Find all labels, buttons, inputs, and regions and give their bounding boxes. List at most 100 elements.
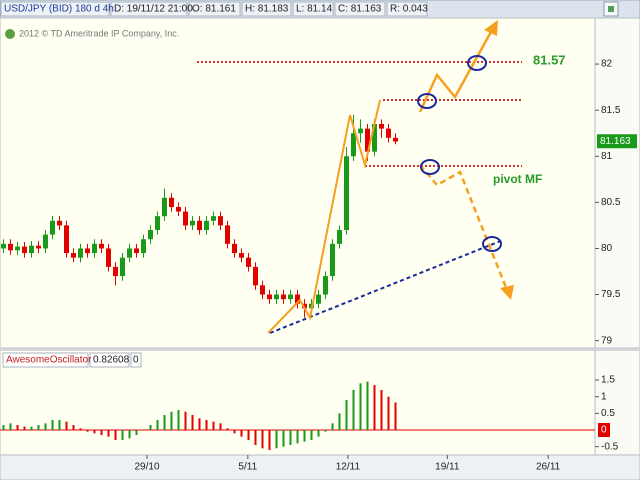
y-tick-label: 81 bbox=[601, 151, 613, 162]
candle-body bbox=[29, 245, 34, 254]
y-tick-label: 0 bbox=[601, 425, 607, 436]
candle-body bbox=[106, 248, 111, 267]
y-tick-label: 1.5 bbox=[601, 375, 615, 386]
candle-body bbox=[162, 197, 167, 217]
candle-body bbox=[274, 294, 279, 300]
toolbar-cell bbox=[0, 1, 110, 17]
y-tick-label: 1 bbox=[601, 391, 607, 402]
candle-body bbox=[15, 246, 20, 251]
candle-body bbox=[386, 128, 391, 138]
marker-circle bbox=[417, 93, 437, 109]
candle-body bbox=[365, 128, 370, 152]
candle-body bbox=[239, 253, 244, 258]
toolbar-range: R: 0.043 bbox=[390, 4, 428, 15]
candle-body bbox=[148, 230, 153, 240]
symbol: USD/JPY (BID) 180 d 4h bbox=[4, 4, 114, 15]
candle-body bbox=[211, 216, 216, 221]
x-tick-label: 29/10 bbox=[134, 462, 159, 473]
price-axis bbox=[594, 17, 640, 349]
marker-circle bbox=[420, 159, 440, 175]
candle-body bbox=[337, 230, 342, 244]
toolbar-close: C: 81.163 bbox=[338, 4, 382, 15]
candle-body bbox=[120, 257, 125, 277]
toolbar-cell bbox=[386, 1, 428, 17]
candle-body bbox=[281, 294, 286, 300]
indicator-param: 0 bbox=[133, 355, 139, 366]
candle-body bbox=[141, 239, 146, 254]
y-tick-label: 79.5 bbox=[601, 289, 621, 300]
x-tick-label: 5/11 bbox=[238, 462, 257, 473]
toolbar-cell bbox=[241, 1, 292, 17]
x-tick-label: 19/11 bbox=[435, 462, 460, 473]
candle-body bbox=[57, 220, 62, 226]
copyright: 2012 © TD Ameritrade IP Company, Inc. bbox=[19, 28, 179, 38]
candle-body bbox=[260, 285, 265, 295]
x-tick-label: 12/11 bbox=[336, 462, 361, 473]
toolbar-cell bbox=[110, 1, 188, 17]
arrow-head bbox=[484, 20, 498, 36]
y-tick-label: 0.5 bbox=[601, 408, 615, 419]
indicator-cell bbox=[130, 352, 142, 368]
last-price-tag bbox=[597, 134, 637, 149]
indicator-cell bbox=[2, 352, 89, 368]
zero-tag bbox=[598, 423, 610, 437]
pivot-label: pivot MF bbox=[493, 172, 542, 186]
candle-body bbox=[204, 220, 209, 231]
candle-body bbox=[190, 220, 195, 226]
last-price-label: 81.163 bbox=[600, 136, 631, 147]
price-plot: 79 79.5 80 80.5 81 81.5 82 81.163 bbox=[1, 59, 637, 346]
x-axis bbox=[0, 454, 640, 480]
annotations: 81.57 pivot MF bbox=[197, 20, 566, 334]
y-tick-label: 80.5 bbox=[601, 197, 621, 208]
candle-body bbox=[330, 243, 335, 277]
candle-body bbox=[169, 197, 174, 207]
candle-body bbox=[351, 133, 356, 157]
candle-body bbox=[85, 248, 90, 254]
candle-body bbox=[197, 220, 202, 231]
candle-body bbox=[246, 257, 251, 267]
toolbar-date: D: 19/11/12 21:00 bbox=[114, 4, 193, 15]
indicator-value: 0.82608 bbox=[93, 355, 130, 366]
oscillator-axis bbox=[594, 349, 640, 456]
candle-body bbox=[36, 245, 41, 249]
candle-body bbox=[134, 248, 139, 254]
y-tick-label: 82 bbox=[601, 59, 613, 70]
candle-body bbox=[372, 124, 377, 152]
level-label: 81.57 bbox=[533, 52, 566, 67]
logo bbox=[5, 29, 15, 39]
candle-body bbox=[113, 266, 118, 277]
candle-body bbox=[155, 216, 160, 231]
toolbar-cell bbox=[292, 1, 334, 17]
candle-body bbox=[323, 276, 328, 295]
candle-body bbox=[316, 294, 321, 304]
oscillator-plot: -0.5 0 0.5 1 1.5 bbox=[0, 375, 619, 452]
candle-body bbox=[183, 211, 188, 226]
candle-body bbox=[253, 266, 258, 286]
arrow-head bbox=[500, 285, 514, 300]
candle-body bbox=[176, 206, 181, 212]
candle-body bbox=[218, 216, 223, 226]
toolbar-low: L: 81.14 bbox=[296, 4, 333, 15]
marker-circle bbox=[467, 55, 487, 71]
toolbar-cell bbox=[188, 1, 241, 17]
candle-body bbox=[393, 137, 398, 142]
candle-body bbox=[92, 243, 97, 254]
candle-body bbox=[344, 156, 349, 231]
candle-body bbox=[99, 243, 104, 249]
candle-body bbox=[78, 248, 83, 258]
y-tick-label: 79 bbox=[601, 335, 613, 346]
candle-body bbox=[267, 294, 272, 300]
candle-body bbox=[288, 294, 293, 300]
candle-body bbox=[71, 253, 76, 258]
toolbar-high: H: 81.183 bbox=[245, 4, 289, 15]
down-path bbox=[419, 164, 509, 291]
y-tick-label: 80 bbox=[601, 243, 613, 254]
candle-body bbox=[8, 243, 13, 251]
candle-body bbox=[43, 234, 48, 249]
wave-line bbox=[267, 99, 381, 334]
candle-body bbox=[1, 243, 6, 249]
indicator-cell bbox=[89, 352, 130, 368]
toolbar-cell bbox=[334, 1, 386, 17]
